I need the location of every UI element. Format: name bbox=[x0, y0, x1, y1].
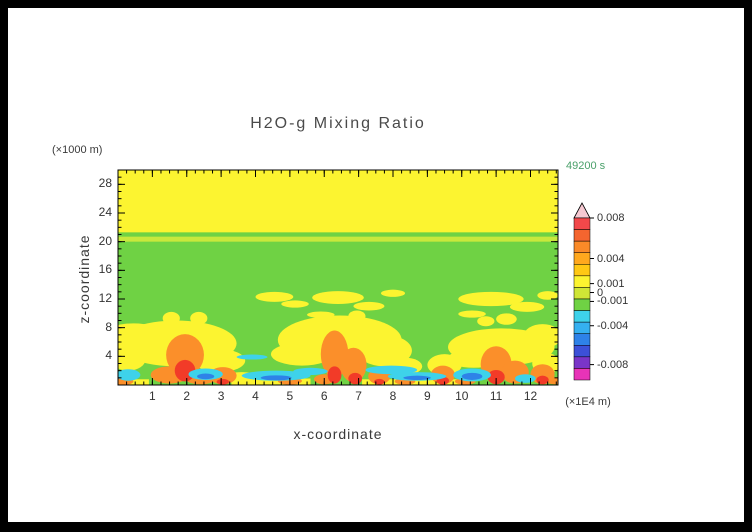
x-tick-label: 10 bbox=[455, 389, 469, 403]
z-tick-label: 24 bbox=[98, 205, 112, 219]
colorbar-label: 0.008 bbox=[597, 212, 625, 224]
colorbar-label: -0.004 bbox=[597, 319, 629, 332]
x-tick-label: 1 bbox=[149, 389, 156, 403]
colorbar-label: 0 bbox=[597, 286, 604, 299]
colorbar-label: -0.008 bbox=[597, 358, 629, 371]
x-tick-label: 3 bbox=[217, 389, 225, 403]
x-tick-label: 7 bbox=[355, 389, 362, 403]
z-tick-label: 12 bbox=[98, 291, 112, 305]
z-tick-label: 28 bbox=[98, 176, 112, 191]
colorbar-label: 0.004 bbox=[597, 252, 625, 265]
x-tick-label: 2 bbox=[183, 389, 191, 403]
z-tick-label: 20 bbox=[98, 233, 112, 248]
x-tick-label: 4 bbox=[252, 389, 259, 403]
x-tick-label: 12 bbox=[523, 389, 538, 403]
colorbar bbox=[573, 217, 591, 381]
z-axis-unit-label: (×1000 m) bbox=[52, 144, 103, 156]
x-tick-label: 11 bbox=[489, 389, 503, 403]
chart-title: H2O-g Mixing Ratio bbox=[250, 115, 426, 132]
x-tick-label: 5 bbox=[286, 389, 294, 403]
heatmap-field bbox=[118, 170, 558, 385]
x-axis-unit-label: (×1E4 m) bbox=[565, 396, 611, 408]
figure-page: H2O-g Mixing Ratio (×1000 m) 49200 s (×1… bbox=[8, 8, 744, 522]
chart-canvas bbox=[117, 169, 594, 386]
time-stamp-label: 49200 s bbox=[566, 160, 606, 172]
z-tick-label: 8 bbox=[105, 319, 112, 334]
x-tick-label: 9 bbox=[424, 389, 431, 403]
x-tick-label: 6 bbox=[320, 389, 328, 403]
x-axis-title: x-coordinate bbox=[293, 426, 383, 442]
colorbar-cap bbox=[573, 202, 591, 219]
z-tick-label: 4 bbox=[105, 348, 112, 363]
z-tick-label: 16 bbox=[98, 262, 112, 277]
colorbar-label: -0.001 bbox=[597, 295, 629, 308]
axis-ticks bbox=[118, 170, 594, 385]
x-tick-label: 8 bbox=[389, 389, 397, 403]
colorbar-label: 0.001 bbox=[597, 277, 625, 290]
